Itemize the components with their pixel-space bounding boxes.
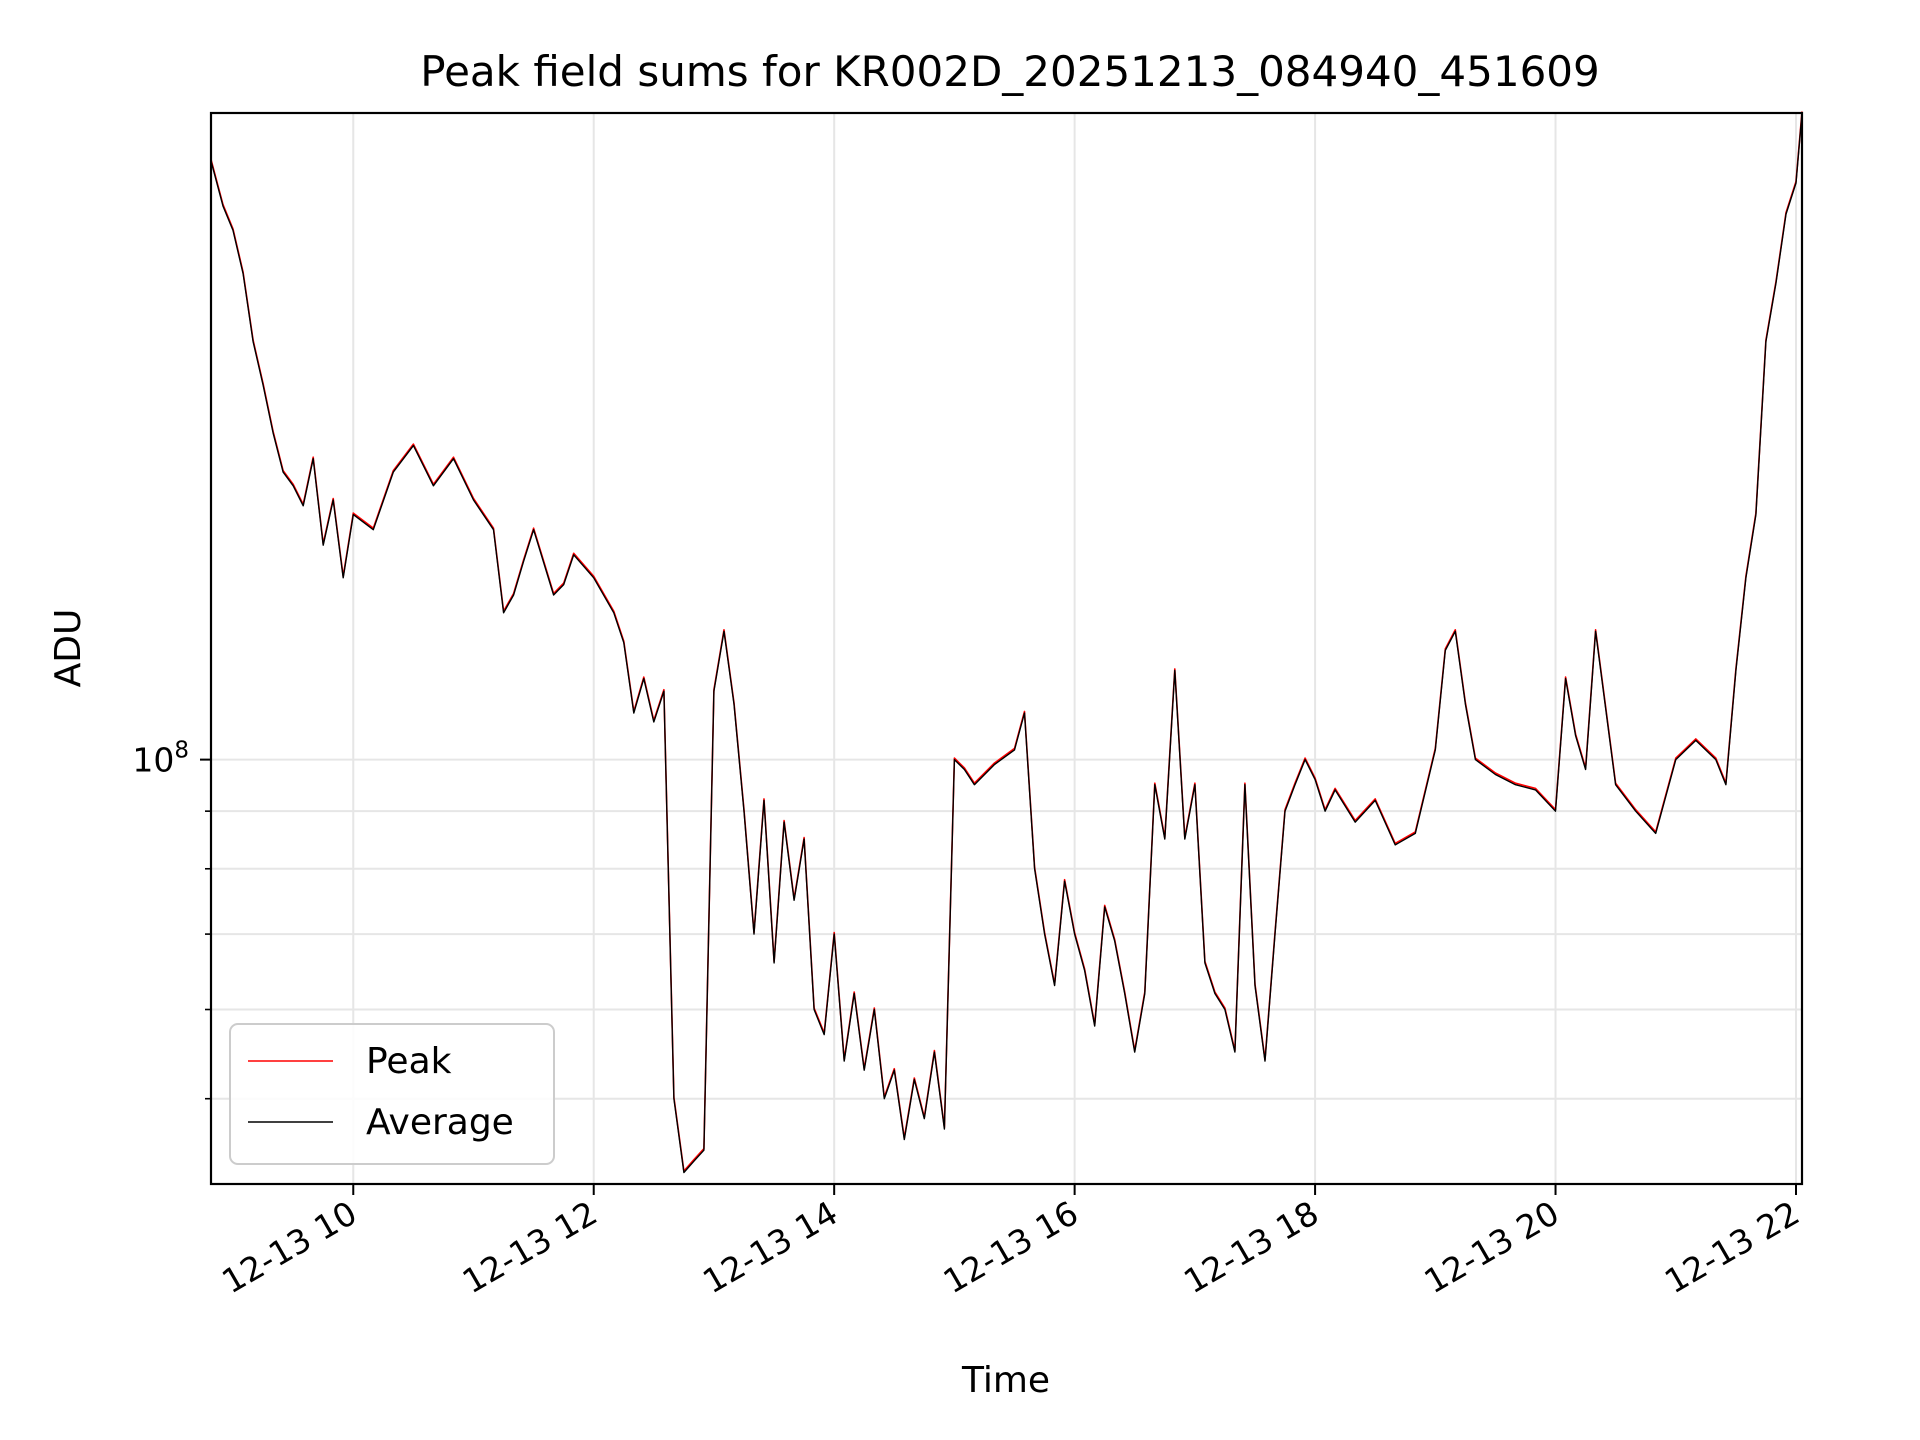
x-tick-label: 12-13 20 <box>1418 1193 1566 1301</box>
x-tick-label: 12-13 16 <box>937 1193 1085 1301</box>
legend-label-average: Average <box>366 1102 514 1143</box>
legend: Peak Average <box>229 1023 555 1165</box>
x-tick-label: 12-13 14 <box>696 1193 844 1301</box>
chart-title: Peak field sums for KR002D_20251213_0849… <box>420 47 1599 96</box>
plot-lines <box>210 111 1803 1174</box>
x-axis-label: Time <box>961 1360 1050 1401</box>
y-tick-label: 108 <box>132 738 189 780</box>
series-line-peak <box>210 111 1803 1172</box>
x-tick-label: 12-13 12 <box>456 1193 604 1301</box>
x-tick-label: 12-13 18 <box>1177 1193 1325 1301</box>
grid <box>211 113 1802 1184</box>
x-tick-label: 12-13 10 <box>215 1193 363 1301</box>
y-axis: 108 <box>132 738 211 1100</box>
x-axis: 12-13 10 12-13 12 12-13 14 12-13 16 12-13 18… <box>215 1184 1806 1301</box>
series-line-average <box>210 112 1803 1174</box>
y-axis-label: ADU <box>48 609 89 688</box>
legend-box <box>229 1023 555 1165</box>
x-tick-label: 12-13 22 <box>1658 1193 1806 1301</box>
legend-label-peak: Peak <box>366 1041 452 1082</box>
plot-frame <box>209 111 1804 1186</box>
